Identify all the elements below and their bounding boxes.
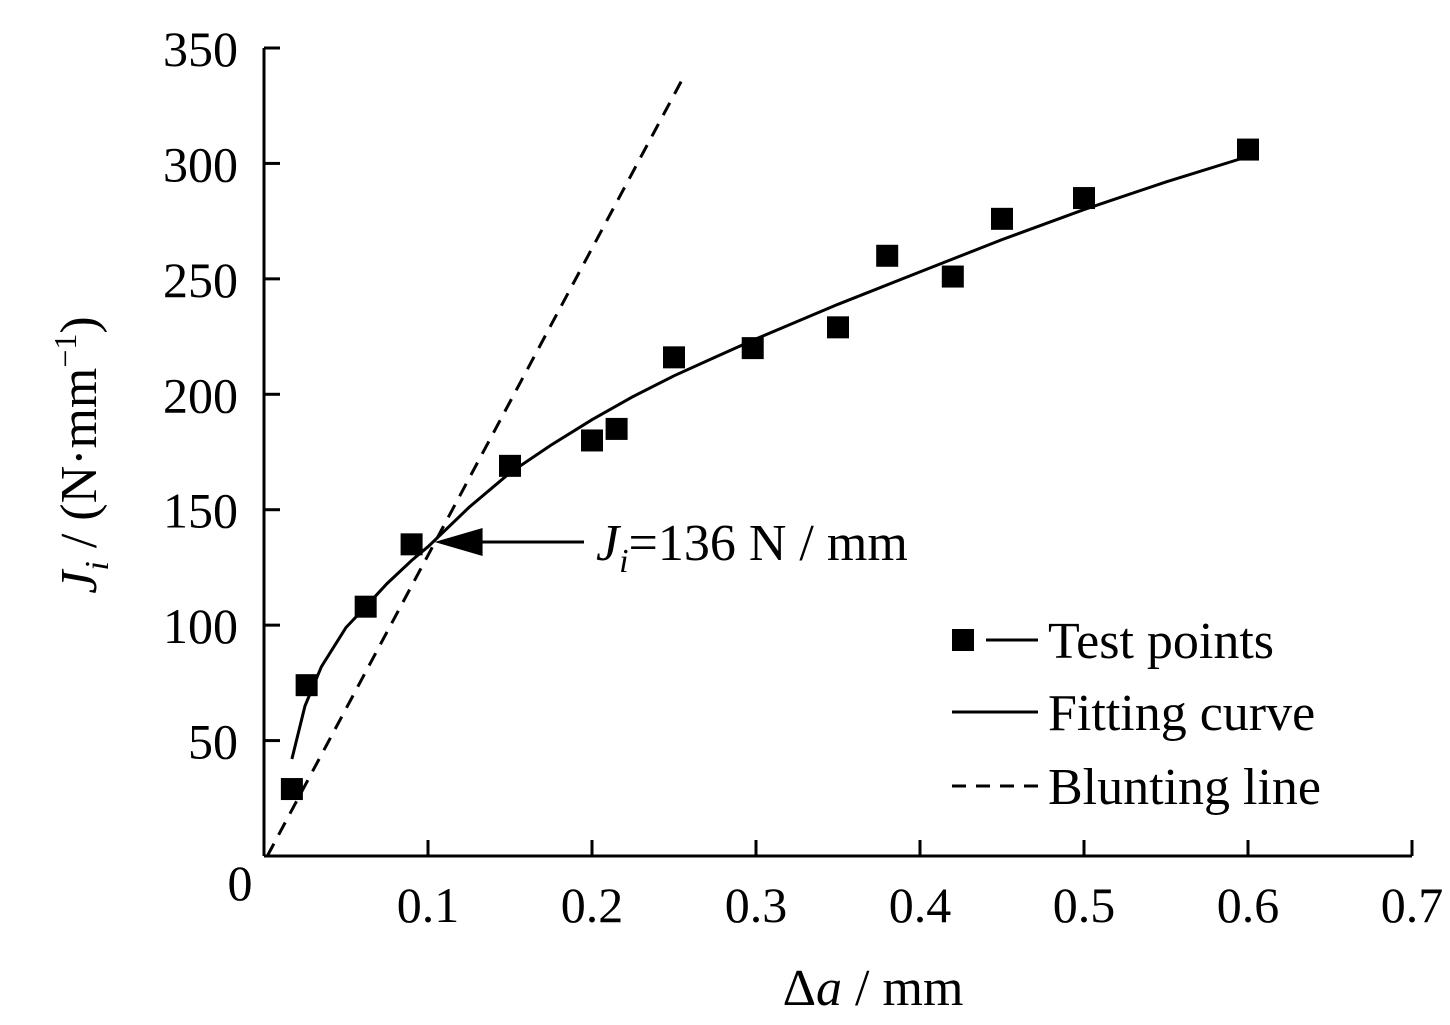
test-point — [1237, 138, 1259, 161]
y-axis-title: Ji / (N·mm−1) — [47, 316, 116, 593]
test-point — [295, 674, 318, 697]
x-tick-label: 0.7 — [1381, 877, 1444, 933]
test-point — [605, 417, 628, 440]
y-tick-label: 250 — [163, 252, 238, 308]
x-axis-title: Δa / mm — [783, 960, 964, 1017]
blunting-line — [265, 72, 687, 857]
test-point — [827, 316, 849, 339]
test-point — [280, 778, 303, 801]
test-point — [663, 346, 685, 369]
y-tick-label: 150 — [163, 483, 238, 539]
annotation-layer: Ji=136 N / mm — [434, 515, 908, 580]
y-tick-label: 100 — [163, 598, 238, 654]
x-tick-label: 0.2 — [561, 877, 624, 933]
annotation-label: Ji=136 N / mm — [596, 515, 908, 580]
annotation-value: =136 N / mm — [629, 515, 908, 572]
test-point — [741, 337, 764, 360]
test-point — [400, 533, 423, 556]
test-point — [354, 595, 377, 618]
x-tick-label: 0.6 — [1217, 877, 1280, 933]
test-point — [1073, 187, 1095, 210]
test-point — [499, 454, 521, 477]
y-tick-label: 50 — [188, 714, 238, 770]
y-tick-label: 200 — [163, 367, 238, 423]
x-tick-label: 0.4 — [889, 877, 952, 933]
test-point — [876, 244, 899, 267]
legend-label: Blunting line — [1048, 759, 1321, 816]
x-tick-label: 0.1 — [397, 877, 460, 933]
x-tick-label: 0.3 — [725, 877, 788, 933]
legend-label: Test points — [1048, 613, 1274, 670]
annotation-var: J — [596, 515, 622, 572]
annotation-sub: i — [619, 543, 628, 580]
legend-label: Fitting curve — [1048, 685, 1315, 742]
test-point — [581, 429, 603, 452]
series-layer — [265, 72, 1259, 857]
legend-marker-test-points — [952, 629, 974, 651]
test-point — [941, 265, 964, 288]
legend: Test points Fitting curve Blunting line — [952, 613, 1321, 816]
y-tick-label: 350 — [163, 21, 238, 77]
y-tick-label: 300 — [163, 136, 238, 192]
axes — [262, 48, 1412, 858]
annotation-arrow-head — [434, 528, 483, 557]
ticks: 0.1 0.2 0.3 0.4 0.5 0.6 0.7 50 100 150 200 250 300 35… — [163, 21, 1443, 933]
origin-label: 0 — [228, 855, 253, 911]
x-tick-label: 0.5 — [1053, 877, 1116, 933]
test-point — [991, 207, 1013, 230]
